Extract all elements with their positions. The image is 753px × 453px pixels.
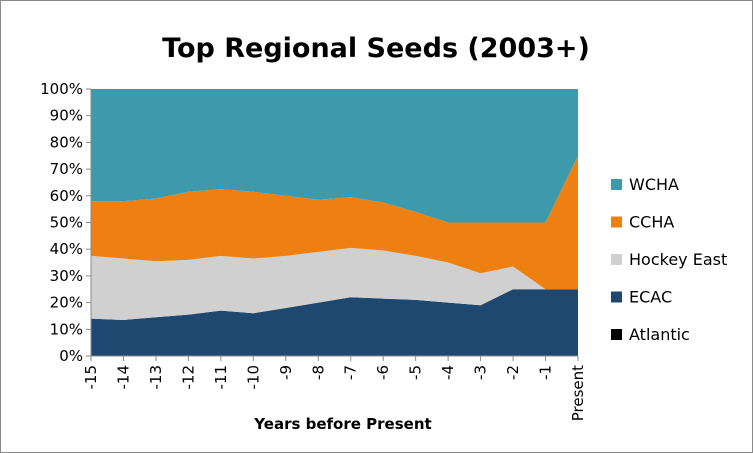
y-tick-label: 10% <box>50 320 83 338</box>
area-series-hockey-east <box>91 247 578 320</box>
legend: WCHA CCHA Hockey East ECAC Atlantic <box>611 175 727 344</box>
y-tick-label: 50% <box>50 214 83 232</box>
x-tick-label: -11 <box>212 365 230 390</box>
y-tick-label: 30% <box>50 267 83 285</box>
legend-swatch-ccha <box>611 216 622 228</box>
x-tick-label: -2 <box>504 365 522 380</box>
x-tick-label: -10 <box>244 365 262 390</box>
x-tick-label: -14 <box>114 365 132 390</box>
x-tick-label: -3 <box>472 365 490 380</box>
legend-swatch-hockey-east <box>611 254 622 265</box>
x-tick-label: -4 <box>439 365 457 380</box>
legend-swatch-atlantic <box>611 329 622 340</box>
x-tick-label: -6 <box>374 365 392 380</box>
x-axis-title: Years before Present <box>253 415 431 433</box>
area-series-ecac <box>91 289 578 356</box>
area-series-wcha <box>91 89 578 223</box>
x-tick-label: -7 <box>342 365 360 380</box>
x-tick-label: -9 <box>277 365 295 380</box>
y-tick-label: 100% <box>40 80 83 98</box>
y-tick-label: 40% <box>50 240 83 258</box>
x-tick-label: Present <box>569 365 587 421</box>
chart-title: Top Regional Seeds (2003+) <box>162 33 590 64</box>
area-series-ccha <box>91 155 578 290</box>
x-axis-ticks: -15 -14 -13 -12 -11 -10 -9 -8 -7 -6 -5 -4 -3 -2 -1 Pres… <box>82 356 587 421</box>
y-tick-label: 60% <box>50 187 83 205</box>
x-tick-label: -13 <box>147 365 165 390</box>
x-tick-label: -1 <box>537 365 555 380</box>
legend-swatch-wcha <box>611 179 622 190</box>
y-tick-label: 0% <box>59 347 83 365</box>
y-tick-label: 20% <box>50 294 83 312</box>
y-axis-ticks: 0% 10% 20% 30% 40% 50% 60% 70% 80% 90% 100% <box>40 80 91 365</box>
y-tick-label: 90% <box>50 107 83 125</box>
x-tick-label: -15 <box>82 365 100 390</box>
legend-label-ecac: ECAC <box>629 288 672 307</box>
legend-label-atlantic: Atlantic <box>629 325 690 344</box>
y-tick-label: 80% <box>50 133 83 151</box>
legend-swatch-ecac <box>611 291 622 303</box>
legend-label-wcha: WCHA <box>629 175 679 194</box>
legend-label-ccha: CCHA <box>629 213 674 232</box>
x-tick-label: -8 <box>309 365 327 380</box>
legend-label-hockey-east: Hockey East <box>629 250 727 269</box>
x-tick-label: -12 <box>179 365 197 390</box>
x-tick-label: -5 <box>407 365 425 380</box>
area-layers <box>91 89 578 356</box>
y-tick-label: 70% <box>50 160 83 178</box>
